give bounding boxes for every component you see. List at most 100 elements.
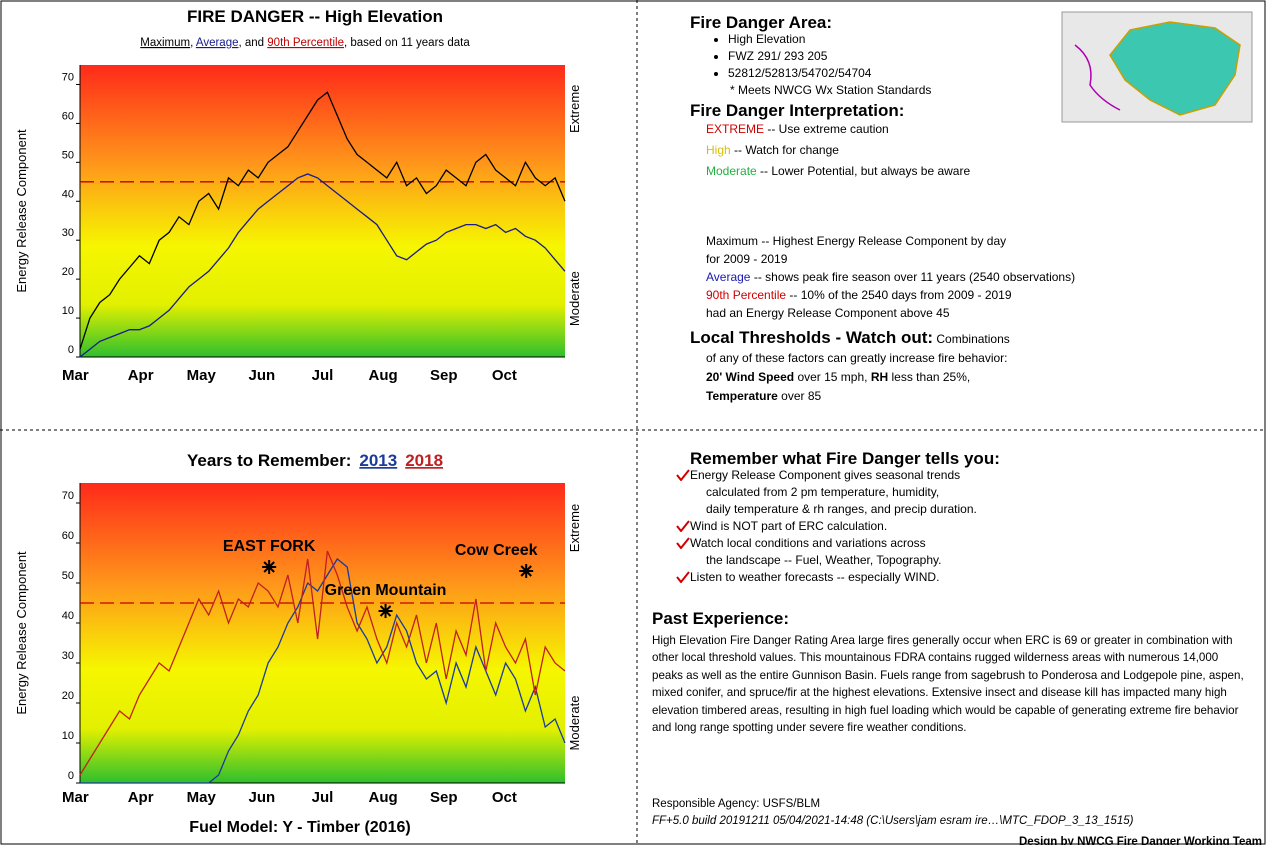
y-tick-label: 40 <box>62 188 74 200</box>
legend-entry: Average <box>196 37 239 49</box>
y-axis-label: Energy Release Component <box>14 129 29 293</box>
text: the landscape -- Fuel, Weather, Topograp… <box>706 553 942 567</box>
y-tick-label: 50 <box>62 149 74 161</box>
fuel-model: Fuel Model: Y - Timber (2016) <box>189 819 410 836</box>
text: over 85 <box>777 389 822 403</box>
text: Temperature <box>706 389 778 403</box>
text: Listen to weather forecasts -- especiall… <box>690 570 940 584</box>
chart-title: FIRE DANGER -- High Elevation <box>187 7 443 26</box>
past: Past Experience: High Elevation Fire Dan… <box>652 610 1252 737</box>
subtitle-text: , and <box>239 37 268 49</box>
definitions: Maximum -- Highest Energy Release Compon… <box>706 232 1246 322</box>
x-tick-label: Oct <box>492 367 517 384</box>
y-tick-label: 20 <box>62 266 74 278</box>
plot-area <box>80 483 565 783</box>
agency: Responsible Agency: USFS/BLM <box>652 798 821 810</box>
subtitle: Maximum, Average, and 90th Percentile, b… <box>140 37 470 49</box>
line: -- shows peak fire season over 11 years … <box>750 270 1076 284</box>
check-item: Energy Release Component gives seasonal … <box>676 467 1236 484</box>
annotation: Green Mountain <box>325 582 447 599</box>
legend-entry: Maximum <box>140 37 190 49</box>
series-line <box>79 173 566 358</box>
heading: Fire Danger Interpretation: <box>690 101 905 120</box>
zone-label: Extreme <box>567 85 582 133</box>
text: Wind is NOT part of ERC calculation. <box>690 519 888 533</box>
check-icon <box>676 571 690 583</box>
check-item: calculated from 2 pm temperature, humidi… <box>676 484 1236 501</box>
line: for 2009 - 2019 <box>706 252 788 266</box>
paragraph: High Elevation Fire Danger Rating Area l… <box>652 633 1244 735</box>
text: of any of these factors can greatly incr… <box>706 351 1008 365</box>
fire-marker <box>519 564 534 578</box>
area: Fire Danger Area: High Elevation FWZ 291… <box>690 14 1050 182</box>
series-line <box>79 91 566 350</box>
level: EXTREME <box>706 122 765 136</box>
x-tick-label: May <box>187 367 217 384</box>
item: 52812/52813/54702/54704 <box>728 65 1050 82</box>
x-tick-label: May <box>187 789 217 806</box>
check-icon <box>676 537 690 549</box>
text: calculated from 2 pm temperature, humidi… <box>706 485 940 499</box>
check-icon <box>676 469 690 481</box>
line: Maximum -- Highest Energy Release Compon… <box>706 234 1007 248</box>
heading: Local Thresholds - Watch out: <box>690 328 934 347</box>
y-tick-label: 50 <box>62 570 74 582</box>
text: -- Watch for change <box>730 143 839 157</box>
x-tick-label: Mar <box>62 367 89 384</box>
y-axis-label: Energy Release Component <box>14 551 29 715</box>
x-tick-label: Apr <box>128 789 154 806</box>
legend-entry: 2013 <box>359 451 397 470</box>
line: had an Energy Release Component above 45 <box>706 306 950 320</box>
remember: Remember what Fire Danger tells you: Ene… <box>676 450 1236 586</box>
x-tick-label: Sep <box>430 367 458 384</box>
y-tick-label: 0 <box>68 770 74 782</box>
map <box>1061 11 1253 123</box>
check-icon <box>676 520 690 532</box>
text: over 15 mph, <box>794 370 871 384</box>
legend-entry: 2018 <box>405 451 443 470</box>
heading: Remember what Fire Danger tells you: <box>690 449 1000 468</box>
y-tick-label: 0 <box>68 344 74 356</box>
y-tick-label: 40 <box>62 610 74 622</box>
design: Design by NWCG Fire Danger Working Team <box>1018 836 1262 845</box>
text: 20' Wind Speed <box>706 370 795 384</box>
zone-label: Moderate <box>567 271 582 326</box>
y-tick-label: 60 <box>62 530 74 542</box>
check-item: the landscape -- Fuel, Weather, Topograp… <box>676 552 1236 569</box>
x-tick-label: Sep <box>430 789 458 806</box>
heading: Past Experience: <box>652 609 790 628</box>
chart-title: Years to Remember: 2013 2018 <box>187 451 443 470</box>
note: * Meets NWCG Wx Station Standards <box>730 83 932 97</box>
zone-label: Moderate <box>567 696 582 751</box>
build: FF+5.0 build 20191211 05/04/2021-14:48 (… <box>652 815 1134 827</box>
level: High <box>706 143 731 157</box>
x-tick-label: Jun <box>249 367 276 384</box>
text: Watch local conditions and variations ac… <box>690 536 926 550</box>
series-line <box>80 558 566 784</box>
subtitle-text: , based on 11 years data <box>344 37 470 49</box>
x-tick-label: Mar <box>62 789 89 806</box>
x-tick-label: Jul <box>312 367 334 384</box>
term: 90th Percentile <box>706 288 787 302</box>
plot-area <box>80 65 565 357</box>
fire-marker <box>378 604 393 618</box>
x-tick-label: Oct <box>492 789 517 806</box>
y-tick-label: 70 <box>62 71 74 83</box>
x-tick-label: Aug <box>369 367 398 384</box>
y-tick-label: 60 <box>62 110 74 122</box>
y-tick-label: 10 <box>62 730 74 742</box>
subtitle-text: , <box>190 37 196 49</box>
title-text: Years to Remember: <box>187 451 351 470</box>
heading: Fire Danger Area: <box>690 13 833 32</box>
check-item: daily temperature & rh ranges, and preci… <box>676 501 1236 518</box>
term: Average <box>706 270 751 284</box>
x-tick-label: Jul <box>312 789 334 806</box>
text: Combinations <box>936 332 1010 346</box>
x-tick-label: Apr <box>128 367 154 384</box>
annotation: EAST FORK <box>223 538 316 555</box>
item: FWZ 291/ 293 205 <box>728 48 1050 65</box>
x-tick-label: Jun <box>249 789 276 806</box>
y-tick-label: 30 <box>62 227 74 239</box>
